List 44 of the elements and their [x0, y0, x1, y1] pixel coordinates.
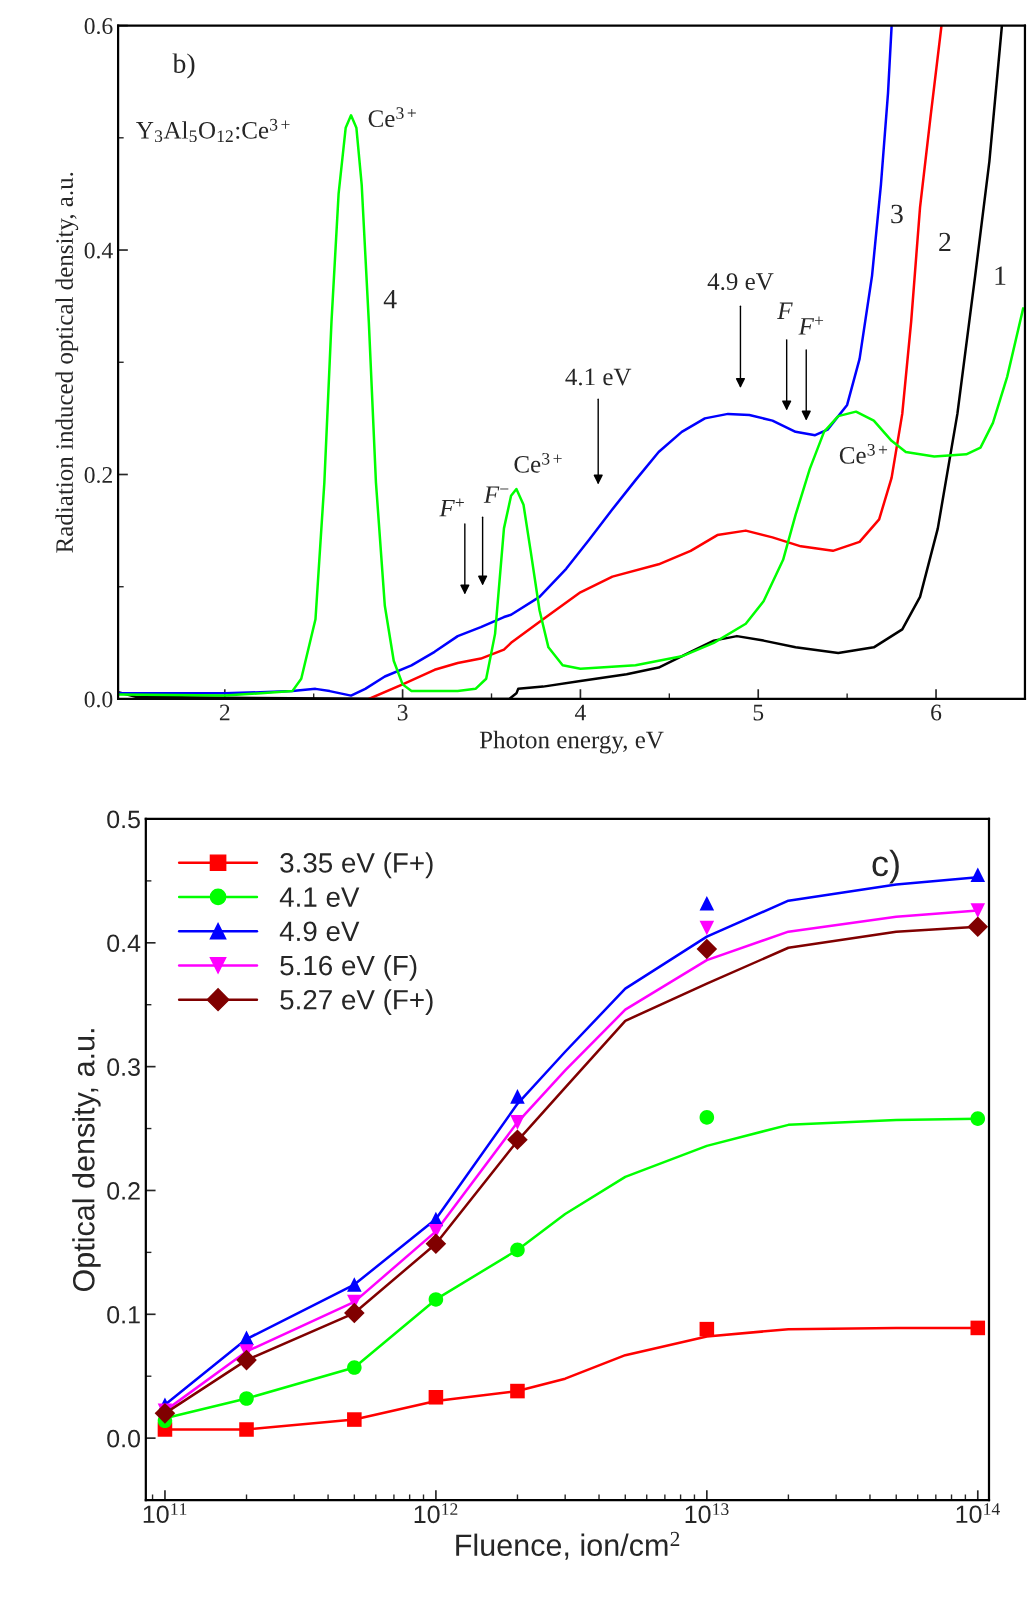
legend-label: 4.1 eV	[279, 887, 360, 907]
y-tick-label: 0.3	[107, 1058, 140, 1076]
x-tick-label: 10$^{11}$	[143, 1503, 187, 1524]
annotation: 3	[891, 204, 903, 224]
x-tick-label: 3	[397, 704, 408, 721]
x-tick-label: 5	[753, 704, 764, 721]
x-tick-label: 10$^{13}$	[685, 1503, 729, 1524]
annotation: b)	[172, 53, 195, 79]
y-tick-label: 0.4	[107, 934, 141, 953]
annotation: c)	[872, 849, 899, 884]
x-axis-title: Fluence, ion/cm$^{2}$	[456, 1531, 680, 1560]
legend-label: 3.35 eV (F+)	[280, 852, 433, 879]
y-tick-label: 0.4	[84, 242, 113, 259]
x-tick-label: 2	[219, 704, 230, 721]
annotation: Ce$^{3+}$	[839, 443, 888, 464]
y-tick-label: 0.2	[84, 466, 112, 484]
annotation: Ce$^{3+}$	[514, 452, 562, 473]
legend-label: 5.27 eV (F+)	[280, 989, 433, 1016]
x-tick-label: 4	[574, 704, 586, 721]
y-tick-label: 0.5	[107, 810, 140, 829]
x-axis-title: Photon energy, eV	[479, 730, 664, 754]
annotation: F$^{−}$	[483, 486, 509, 503]
x-tick-label: 10$^{12}$	[414, 1503, 458, 1524]
annotation: 4.1 eV	[565, 368, 632, 386]
legend-label: 5.16 eV (F)	[280, 954, 417, 981]
annotation: F$^{+}$	[439, 498, 464, 517]
legend-label: 4.9 eV	[279, 921, 360, 942]
annotation: Ce$^{3+}$	[368, 107, 416, 128]
x-tick-label: 10$^{14}$	[956, 1503, 1000, 1524]
y-tick-label: 0.0	[84, 691, 113, 708]
annotation: 4.9 eV	[707, 273, 774, 291]
annotation: F	[777, 302, 793, 319]
y-tick-label: 0.0	[107, 1429, 140, 1448]
y-tick-label: 0.2	[107, 1182, 140, 1200]
x-tick-label: 6	[931, 704, 942, 721]
y-tick-label: 0.6	[84, 18, 113, 35]
annotation: F$^{+}$	[798, 316, 824, 335]
y-axis-title: Optical density, a.u.	[72, 1029, 101, 1292]
annotation: 2	[939, 232, 951, 252]
annotation: 1	[995, 266, 1006, 285]
annotation: 4	[383, 290, 397, 309]
y-tick-label: 0.1	[107, 1305, 140, 1324]
y-axis-title: Radiation induced optical density, a.u.	[55, 172, 79, 553]
annotation: Y$_{3}$Al$_{5}$O$_{12}$:Ce$^{3+}$	[136, 118, 290, 143]
